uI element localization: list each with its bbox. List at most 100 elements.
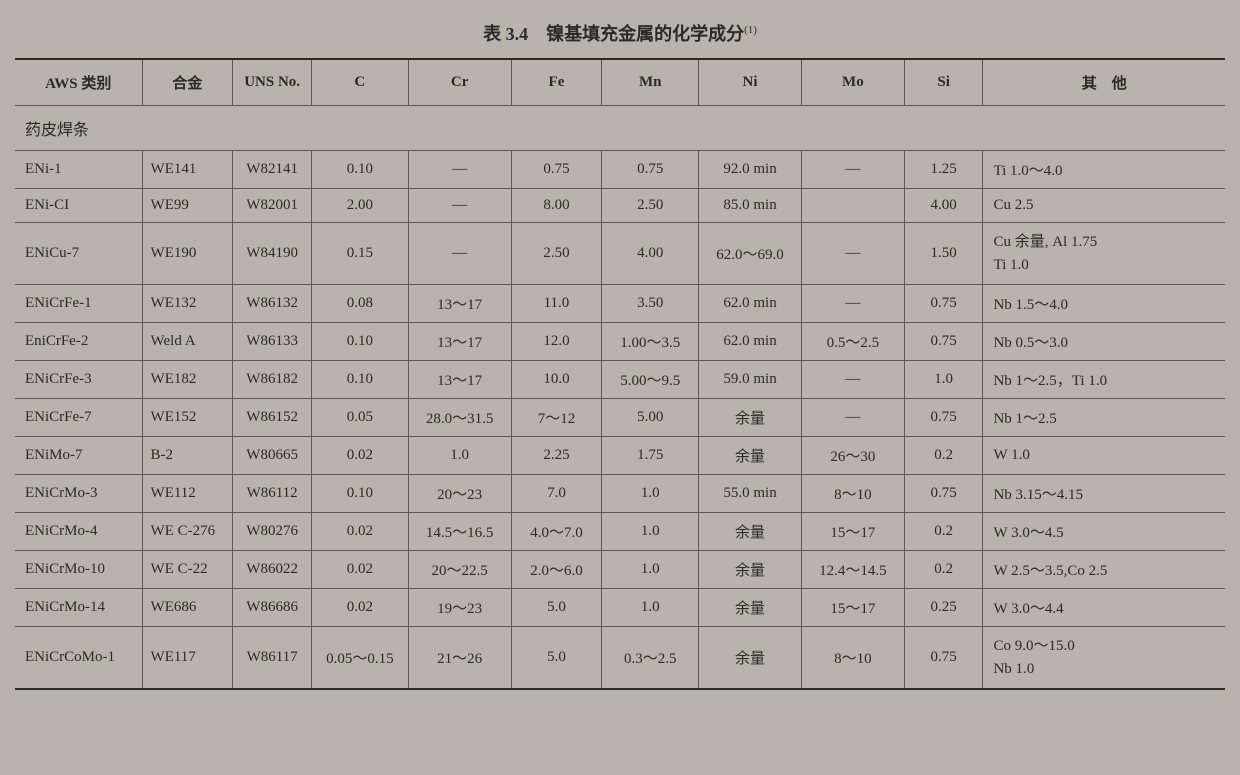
- table-row: ENiCrMo-4WE C-276W802760.0214.5～16.54.0～…: [15, 513, 1225, 551]
- cell-si: 0.25: [904, 589, 983, 627]
- header-other: 其 他: [983, 59, 1225, 106]
- cell-ni: 62.0 min: [699, 285, 802, 323]
- cell-cr: 13～17: [408, 361, 511, 399]
- cell-mo: —: [801, 285, 904, 323]
- table-row: ENi-1WE141W821410.10—0.750.7592.0 min—1.…: [15, 151, 1225, 189]
- cell-other: Nb 3.15～4.15: [983, 475, 1225, 513]
- chemical-composition-table: AWS 类别 合金 UNS No. C Cr Fe Mn Ni Mo Si 其 …: [15, 58, 1225, 690]
- cell-ni: 59.0 min: [699, 361, 802, 399]
- title-text: 表 3.4 镍基填充金属的化学成分: [483, 24, 744, 44]
- cell-other: Ti 1.0～4.0: [983, 151, 1225, 189]
- cell-mn: 5.00～9.5: [602, 361, 699, 399]
- cell-uns: W86182: [233, 361, 312, 399]
- cell-si: 0.75: [904, 399, 983, 437]
- table-row: ENiCrFe-7WE152W861520.0528.0～31.57～125.0…: [15, 399, 1225, 437]
- cell-uns: W80276: [233, 513, 312, 551]
- cell-other: W 3.0～4.4: [983, 589, 1225, 627]
- cell-alloy: WE117: [142, 627, 233, 690]
- cell-aws: ENiCrFe-7: [15, 399, 142, 437]
- cell-si: 0.75: [904, 323, 983, 361]
- cell-uns: W86112: [233, 475, 312, 513]
- cell-other: Cu 2.5: [983, 189, 1225, 223]
- cell-cr: 13～17: [408, 285, 511, 323]
- cell-cr: 14.5～16.5: [408, 513, 511, 551]
- cell-c: 0.10: [311, 323, 408, 361]
- cell-cr: 28.0～31.5: [408, 399, 511, 437]
- table-row: ENiCrMo-10WE C-22W860220.0220～22.52.0～6.…: [15, 551, 1225, 589]
- cell-si: 0.2: [904, 437, 983, 475]
- cell-cr: 13～17: [408, 323, 511, 361]
- cell-fe: 5.0: [511, 589, 602, 627]
- cell-alloy: Weld A: [142, 323, 233, 361]
- cell-alloy: B-2: [142, 437, 233, 475]
- cell-mo: [801, 189, 904, 223]
- cell-fe: 8.00: [511, 189, 602, 223]
- cell-other: W 1.0: [983, 437, 1225, 475]
- cell-aws: ENiMo-7: [15, 437, 142, 475]
- cell-si: 0.75: [904, 627, 983, 690]
- cell-cr: 20～23: [408, 475, 511, 513]
- cell-alloy: WE99: [142, 189, 233, 223]
- cell-uns: W80665: [233, 437, 312, 475]
- cell-alloy: WE182: [142, 361, 233, 399]
- table-row: ENiCu-7WE190W841900.15—2.504.0062.0～69.0…: [15, 223, 1225, 285]
- cell-other: Co 9.0～15.0Nb 1.0: [983, 627, 1225, 690]
- cell-mn: 3.50: [602, 285, 699, 323]
- cell-aws: ENiCu-7: [15, 223, 142, 285]
- cell-alloy: WE132: [142, 285, 233, 323]
- header-aws: AWS 类别: [15, 59, 142, 106]
- cell-uns: W86022: [233, 551, 312, 589]
- cell-mn: 0.3～2.5: [602, 627, 699, 690]
- cell-alloy: WE112: [142, 475, 233, 513]
- table-row: ENiCrCoMo-1WE117W861170.05～0.1521～265.00…: [15, 627, 1225, 690]
- cell-c: 0.02: [311, 513, 408, 551]
- header-ni: Ni: [699, 59, 802, 106]
- cell-ni: 余量: [699, 399, 802, 437]
- cell-uns: W86132: [233, 285, 312, 323]
- title-sup: (1): [744, 24, 757, 36]
- section-row: 药皮焊条: [15, 106, 1225, 151]
- cell-mo: 8～10: [801, 627, 904, 690]
- cell-c: 0.10: [311, 361, 408, 399]
- cell-si: 0.2: [904, 513, 983, 551]
- cell-mo: 26～30: [801, 437, 904, 475]
- cell-mn: 5.00: [602, 399, 699, 437]
- cell-c: 0.15: [311, 223, 408, 285]
- cell-other: Nb 1.5～4.0: [983, 285, 1225, 323]
- cell-other: Nb 1～2.5，Ti 1.0: [983, 361, 1225, 399]
- cell-aws: ENiCrFe-1: [15, 285, 142, 323]
- cell-other: Nb 1～2.5: [983, 399, 1225, 437]
- table-row: ENiCrFe-1WE132W861320.0813～1711.03.5062.…: [15, 285, 1225, 323]
- cell-other: Nb 0.5～3.0: [983, 323, 1225, 361]
- cell-uns: W86133: [233, 323, 312, 361]
- cell-cr: 19～23: [408, 589, 511, 627]
- cell-cr: 1.0: [408, 437, 511, 475]
- cell-uns: W82141: [233, 151, 312, 189]
- cell-fe: 2.50: [511, 223, 602, 285]
- cell-uns: W86117: [233, 627, 312, 690]
- cell-c: 0.05～0.15: [311, 627, 408, 690]
- header-alloy: 合金: [142, 59, 233, 106]
- cell-mn: 1.0: [602, 589, 699, 627]
- cell-aws: ENi-CI: [15, 189, 142, 223]
- cell-aws: ENiCrMo-14: [15, 589, 142, 627]
- table-row: ENi-CIWE99W820012.00—8.002.5085.0 min4.0…: [15, 189, 1225, 223]
- table-row: ENiCrMo-3WE112W861120.1020～237.01.055.0 …: [15, 475, 1225, 513]
- table-row: ENiMo-7B-2W806650.021.02.251.75余量26～300.…: [15, 437, 1225, 475]
- cell-mn: 1.0: [602, 551, 699, 589]
- header-mn: Mn: [602, 59, 699, 106]
- cell-si: 0.75: [904, 475, 983, 513]
- table-header: AWS 类别 合金 UNS No. C Cr Fe Mn Ni Mo Si 其 …: [15, 59, 1225, 106]
- cell-mo: 8～10: [801, 475, 904, 513]
- cell-ni: 余量: [699, 589, 802, 627]
- cell-si: 4.00: [904, 189, 983, 223]
- cell-c: 0.02: [311, 551, 408, 589]
- cell-aws: ENiCrMo-3: [15, 475, 142, 513]
- cell-cr: —: [408, 189, 511, 223]
- cell-mn: 1.0: [602, 513, 699, 551]
- cell-mo: 15～17: [801, 513, 904, 551]
- cell-c: 0.10: [311, 151, 408, 189]
- cell-c: 0.05: [311, 399, 408, 437]
- cell-cr: 21～26: [408, 627, 511, 690]
- cell-si: 0.2: [904, 551, 983, 589]
